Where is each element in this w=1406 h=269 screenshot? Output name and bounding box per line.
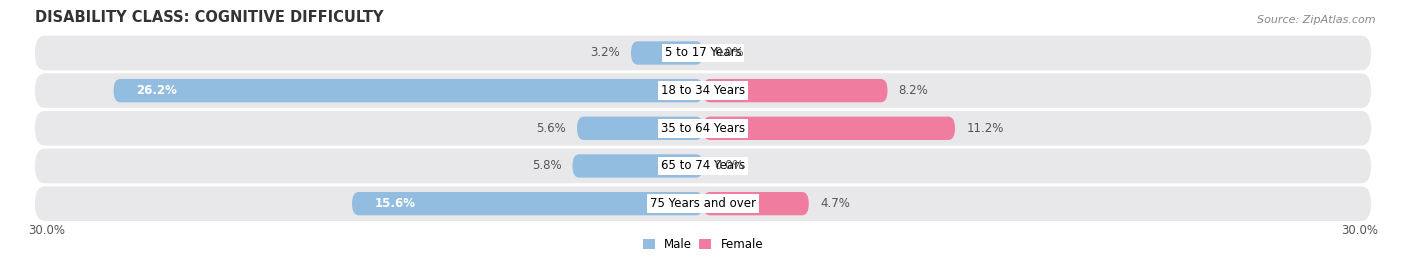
Text: 4.7%: 4.7% [820, 197, 849, 210]
Text: 35 to 64 Years: 35 to 64 Years [661, 122, 745, 135]
Text: 5 to 17 Years: 5 to 17 Years [665, 47, 741, 59]
Text: 3.2%: 3.2% [591, 47, 620, 59]
Text: 18 to 34 Years: 18 to 34 Years [661, 84, 745, 97]
FancyBboxPatch shape [572, 154, 703, 178]
FancyBboxPatch shape [576, 117, 703, 140]
FancyBboxPatch shape [35, 111, 1371, 146]
Text: 5.8%: 5.8% [531, 160, 561, 172]
Text: 30.0%: 30.0% [1341, 224, 1378, 237]
FancyBboxPatch shape [631, 41, 703, 65]
Text: 8.2%: 8.2% [898, 84, 928, 97]
FancyBboxPatch shape [35, 36, 1371, 70]
Text: 26.2%: 26.2% [136, 84, 177, 97]
Text: 5.6%: 5.6% [536, 122, 565, 135]
Text: 0.0%: 0.0% [714, 160, 744, 172]
Text: 65 to 74 Years: 65 to 74 Years [661, 160, 745, 172]
FancyBboxPatch shape [35, 73, 1371, 108]
Text: 75 Years and over: 75 Years and over [650, 197, 756, 210]
FancyBboxPatch shape [35, 149, 1371, 183]
Legend: Male, Female: Male, Female [638, 234, 768, 256]
FancyBboxPatch shape [114, 79, 703, 102]
FancyBboxPatch shape [703, 117, 955, 140]
Text: 11.2%: 11.2% [966, 122, 1004, 135]
FancyBboxPatch shape [703, 79, 887, 102]
Text: 30.0%: 30.0% [28, 224, 65, 237]
FancyBboxPatch shape [352, 192, 703, 215]
FancyBboxPatch shape [35, 186, 1371, 221]
Text: Source: ZipAtlas.com: Source: ZipAtlas.com [1257, 15, 1375, 25]
Text: 15.6%: 15.6% [374, 197, 416, 210]
FancyBboxPatch shape [703, 192, 808, 215]
Text: DISABILITY CLASS: COGNITIVE DIFFICULTY: DISABILITY CLASS: COGNITIVE DIFFICULTY [35, 10, 384, 25]
Text: 0.0%: 0.0% [714, 47, 744, 59]
